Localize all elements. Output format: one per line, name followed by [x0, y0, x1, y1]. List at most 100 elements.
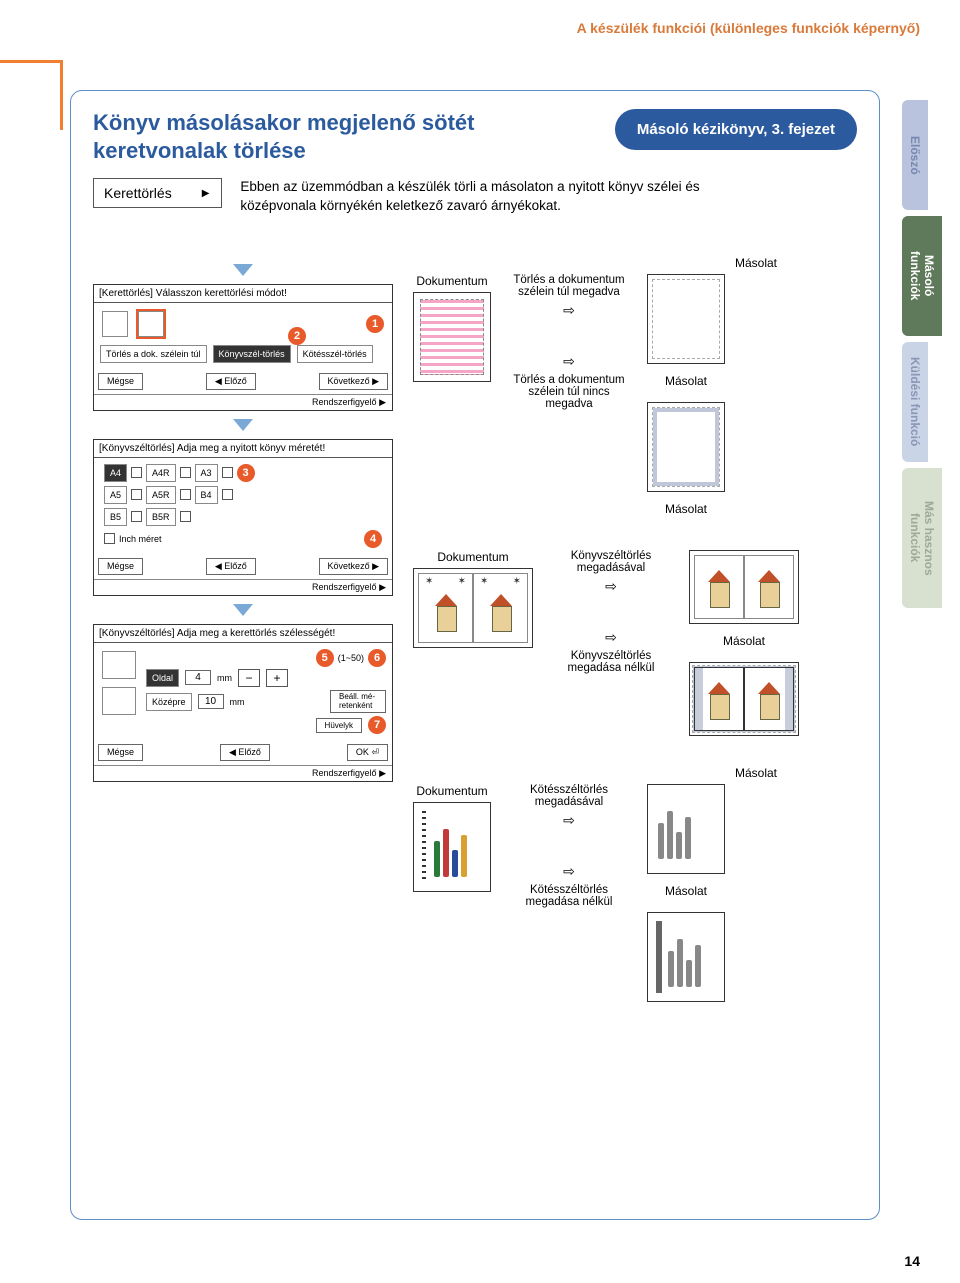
- document-book-thumb: ✶✶ ✶✶: [413, 568, 533, 648]
- size-a4r[interactable]: A4R: [146, 464, 176, 482]
- beall-button[interactable]: Beáll. mé-retenként: [330, 690, 386, 714]
- page-number: 14: [904, 1253, 920, 1269]
- next-button-2[interactable]: Következő ▶: [319, 558, 388, 575]
- accent-bar-h: [0, 60, 60, 63]
- size-a4[interactable]: A4: [104, 464, 127, 482]
- masolat-label-top: Másolat: [413, 256, 857, 270]
- screen2-header: [Könyvszéltörlés] Adja meg a nyitott kön…: [94, 440, 392, 458]
- prev-button[interactable]: ◀ Előző: [206, 373, 256, 390]
- side-tabs: Előszó Másoló funkciók Küldési funkció M…: [902, 100, 960, 614]
- screen-width: [Könyvszéltörlés] Adja meg a kerettörlés…: [93, 624, 393, 783]
- book-with-label: Könyvszéltörlés megadásával: [551, 550, 671, 574]
- minus-button[interactable]: −: [238, 669, 260, 687]
- copy-bind-clean: [647, 784, 725, 874]
- inch-label: Inch méret: [119, 534, 162, 544]
- step-badge-3: 3: [237, 464, 255, 482]
- arrow-down-icon: [233, 264, 253, 276]
- kozepre-value[interactable]: 10: [198, 694, 224, 709]
- screen1-header: [Kerettörlés] Válasszon kerettörlési mód…: [94, 285, 392, 303]
- size-a5[interactable]: A5: [104, 486, 127, 504]
- tab-send-function[interactable]: Küldési funkció: [902, 342, 928, 462]
- chk-a4r[interactable]: [180, 467, 191, 478]
- step-badge-5: 5: [316, 649, 334, 667]
- copy-book-shadow: [689, 662, 799, 736]
- copy-thumb-shadow-1: [647, 402, 725, 492]
- masolat-label-3b: Másolat: [647, 884, 725, 898]
- system-monitor-2[interactable]: Rendszerfigyelő ▶: [94, 579, 392, 595]
- arrow-right-icon: ⇨: [509, 863, 629, 880]
- chevron-right-icon: ▶: [202, 188, 210, 199]
- opt-edge[interactable]: Törlés a dok. szélein túl: [100, 345, 207, 363]
- tab-other-functions[interactable]: Más hasznos funkciók: [902, 468, 942, 608]
- bind-without-label: Kötésszéltörlés megadása nélkül: [509, 884, 629, 908]
- document-binding-thumb: [413, 802, 491, 892]
- plus-button[interactable]: +: [266, 669, 288, 687]
- copy-book-clean: [689, 550, 799, 624]
- oldal-label: Oldal: [146, 669, 179, 687]
- step-badge-6: 6: [368, 649, 386, 667]
- tab-copy-functions[interactable]: Másoló funkciók: [902, 216, 942, 336]
- chk-a5[interactable]: [131, 489, 142, 500]
- chk-b5r[interactable]: [180, 511, 191, 522]
- dokumentum-label-3: Dokumentum: [413, 784, 491, 798]
- system-monitor-1[interactable]: Rendszerfigyelő ▶: [94, 394, 392, 410]
- mode-icon-1[interactable]: [102, 311, 128, 337]
- dokumentum-label-1: Dokumentum: [413, 274, 491, 288]
- unit-mm-2: mm: [230, 697, 245, 707]
- orientation-icon-2[interactable]: [102, 687, 136, 715]
- page-header: A készülék funkciói (különleges funkciók…: [0, 0, 960, 46]
- mode-icon-2[interactable]: [138, 311, 164, 337]
- reference-badge: Másoló kézikönyv, 3. fejezet: [615, 109, 857, 150]
- chk-a4[interactable]: [131, 467, 142, 478]
- arrow-down-icon: [233, 604, 253, 616]
- prev-button-3[interactable]: ◀ Előző: [220, 744, 270, 761]
- bind-with-label: Kötésszéltörlés megadásával: [509, 784, 629, 808]
- chk-b5[interactable]: [131, 511, 142, 522]
- copy-bind-shadow: [647, 912, 725, 1002]
- content-frame: Könyv másolásakor megjelenő sötét keretv…: [70, 90, 880, 1220]
- feature-title: Könyv másolásakor megjelenő sötét keretv…: [93, 109, 595, 164]
- size-b5r[interactable]: B5R: [146, 508, 176, 526]
- diagram-bind-erase: Dokumentum Kötésszéltörlés megadásával ⇨: [413, 784, 857, 1002]
- inch-check[interactable]: [104, 533, 115, 544]
- size-a3[interactable]: A3: [195, 464, 218, 482]
- diagram-book-erase: Dokumentum ✶✶ ✶✶ Könyvszéltörlés megadás…: [413, 550, 857, 736]
- arrow-right-icon: ⇨: [551, 578, 671, 595]
- diagram-column: Másolat Dokumentum Törlés a dokumentum s…: [413, 256, 857, 1002]
- size-b5[interactable]: B5: [104, 508, 127, 526]
- unit-mm-1: mm: [217, 673, 232, 683]
- chk-a3[interactable]: [222, 467, 233, 478]
- frame-erase-button[interactable]: Kerettörlés ▶: [93, 178, 222, 208]
- masolat-label-3top: Másolat: [413, 766, 857, 780]
- tab-preface[interactable]: Előszó: [902, 100, 928, 210]
- step-badge-2: 2: [288, 327, 306, 345]
- oldal-value[interactable]: 4: [185, 670, 211, 685]
- system-monitor-3[interactable]: Rendszerfigyelő ▶: [94, 765, 392, 781]
- copy-thumb-clean-1: [647, 274, 725, 364]
- size-a5r[interactable]: A5R: [146, 486, 176, 504]
- opt-book[interactable]: Könyvszél-törlés: [213, 345, 291, 363]
- arrow-right-icon: ⇨: [551, 629, 671, 646]
- accent-bar-v: [60, 60, 63, 130]
- feature-description: Ebben az üzemmódban a készülék törli a m…: [240, 178, 720, 216]
- orientation-icon-1[interactable]: [102, 651, 136, 679]
- prev-button-2[interactable]: ◀ Előző: [206, 558, 256, 575]
- chk-b4[interactable]: [222, 489, 233, 500]
- arrow-down-icon: [233, 419, 253, 431]
- next-button[interactable]: Következő ▶: [319, 373, 388, 390]
- cancel-button[interactable]: Mégse: [98, 373, 143, 390]
- screen-mode-select: [Kerettörlés] Válasszon kerettörlési mód…: [93, 284, 393, 411]
- huvelyk-button[interactable]: Hüvelyk: [316, 718, 362, 733]
- diagram-edge-erase: Dokumentum Törlés a dokumentum szélein t…: [413, 274, 857, 520]
- screens-column: [Kerettörlés] Válasszon kerettörlési mód…: [93, 256, 393, 787]
- opt-bind[interactable]: Kötésszél-törlés: [297, 345, 373, 363]
- cancel-button-2[interactable]: Mégse: [98, 558, 143, 575]
- book-without-label: Könyvszéltörlés megadása nélkül: [551, 650, 671, 674]
- ok-button[interactable]: OK ⏎: [347, 744, 388, 761]
- chk-a5r[interactable]: [180, 489, 191, 500]
- frame-erase-label: Kerettörlés: [104, 185, 172, 201]
- masolat-label-1c: Másolat: [647, 502, 725, 516]
- size-b4[interactable]: B4: [195, 486, 218, 504]
- document-thumb-1: [413, 292, 491, 382]
- cancel-button-3[interactable]: Mégse: [98, 744, 143, 761]
